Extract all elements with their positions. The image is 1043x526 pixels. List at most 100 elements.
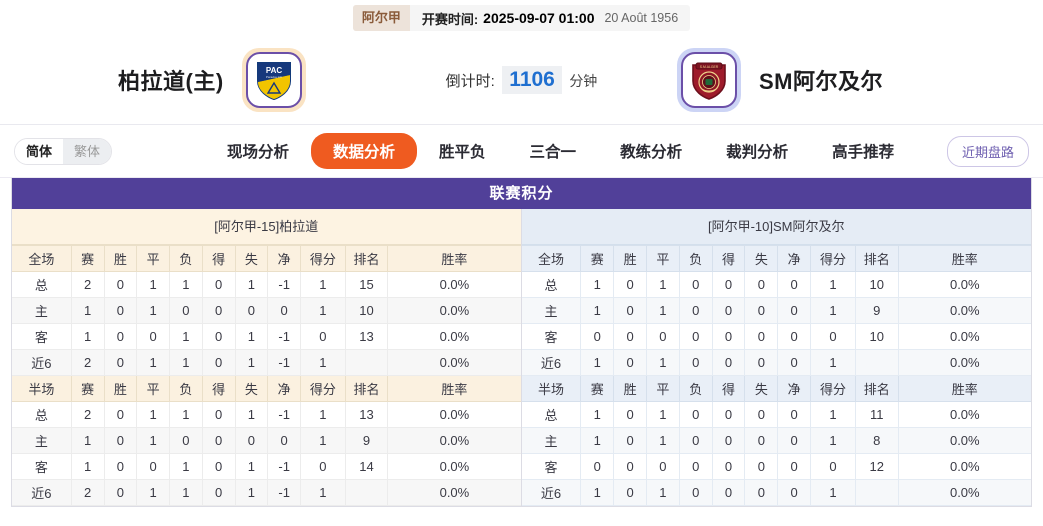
stat-cell: 2: [71, 401, 105, 428]
away-team[interactable]: S.M.ALGER SM阿尔及尔: [676, 48, 883, 112]
stat-cell: 0: [580, 323, 615, 350]
away-standings-caption: [阿尔甲-10]SM阿尔及尔: [521, 209, 1031, 245]
tab-data-analysis[interactable]: 数据分析: [311, 133, 418, 169]
stat-cell: 0: [613, 297, 648, 324]
stat-cell: 13: [345, 323, 389, 350]
stat-cell: 9: [855, 297, 899, 324]
stat-cell: 1: [580, 401, 615, 428]
row-label: 近6: [521, 479, 582, 506]
column-header: 胜率: [387, 245, 521, 272]
language-toggle[interactable]: 简体 繁体: [14, 137, 113, 165]
stat-cell: 0: [777, 401, 812, 428]
row-label: 总: [12, 271, 72, 298]
tab-coach-analysis[interactable]: 教练分析: [620, 144, 683, 161]
home-standings-body: 全场赛胜平负得失净得分 排名 胜率总 2 0 1 1 0 1 -1 1 15 0.0% 主 1 0 1 0 0 0 0 1…: [12, 245, 521, 506]
stat-cell: 0: [777, 349, 812, 376]
stat-cell: 1: [169, 401, 203, 428]
table-row: 总 2 0 1 1 0 1 -1 1 15 0.0%: [12, 271, 521, 298]
stat-cell: 1: [71, 453, 105, 480]
column-header: 得: [712, 245, 746, 272]
stat-cell: 0: [104, 349, 138, 376]
column-header: 失: [744, 375, 779, 402]
table-row: 近6 2 0 1 1 0 1 -1 1 0.0%: [12, 479, 521, 506]
lang-traditional[interactable]: 繁体: [63, 138, 112, 164]
countdown: 倒计时: 1106 分钟: [0, 66, 1043, 94]
win-rate-cell: 0.0%: [898, 401, 1031, 428]
svg-text:Paradou AC: Paradou AC: [266, 75, 283, 79]
stat-cell: [345, 479, 389, 506]
stat-cell: 1: [300, 427, 346, 454]
tab-referee-analysis[interactable]: 裁判分析: [726, 144, 789, 161]
stat-cell: 0: [777, 479, 812, 506]
stat-cell: -1: [267, 349, 302, 376]
column-header: 胜: [613, 245, 648, 272]
stat-cell: 0: [744, 323, 779, 350]
stat-cell: 0: [300, 323, 346, 350]
column-header: 负: [169, 245, 203, 272]
stat-cell: 1: [580, 271, 615, 298]
stat-cell: 0: [744, 297, 779, 324]
league-tag: 阿尔甲: [352, 5, 410, 31]
row-label: 客: [521, 323, 582, 350]
stat-cell: 0: [646, 323, 680, 350]
standings-split: [阿尔甲-15]柏拉道 全场赛胜平负得失净得分 排名 胜率总 2 0 1 1 0 1 -1 1 15 0…: [12, 209, 1031, 506]
column-header: 得分: [810, 375, 856, 402]
home-standings: [阿尔甲-15]柏拉道 全场赛胜平负得失净得分 排名 胜率总 2 0 1 1 0 1 -1 1 15 0…: [12, 209, 522, 506]
recent-odds-button[interactable]: 近期盘路: [946, 135, 1029, 167]
stat-cell: 0: [104, 401, 138, 428]
lang-simplified[interactable]: 简体: [15, 138, 64, 164]
stat-cell: 2: [71, 479, 105, 506]
stat-cell: 1: [235, 453, 269, 480]
tab-live-analysis[interactable]: 现场分析: [227, 144, 290, 161]
teams-row: 柏拉道(主) PAC Paradou AC 倒计时: 1106 分钟: [0, 36, 1043, 125]
stat-cell: 0: [613, 479, 648, 506]
section-title: 联赛积分: [12, 178, 1031, 209]
stat-cell: 0: [202, 427, 236, 454]
stat-cell: 1: [235, 479, 269, 506]
column-header: 失: [235, 375, 269, 402]
stat-cell: -1: [267, 271, 302, 298]
table-row: 总 1 0 1 0 0 0 0 1 11 0.0%: [521, 401, 1031, 428]
table-row: 客 0 0 0 0 0 0 0 0 10 0.0%: [521, 323, 1031, 350]
stat-cell: 1: [300, 271, 346, 298]
standings-header-row: 全场赛胜平负得失净得分 排名 胜率: [521, 245, 1031, 272]
column-header: 平: [136, 375, 171, 402]
stat-cell: 0: [744, 271, 779, 298]
column-header: 胜率: [898, 375, 1031, 402]
stat-cell: 1: [810, 271, 856, 298]
win-rate-cell: 0.0%: [898, 427, 1031, 454]
stat-cell: 0: [613, 453, 648, 480]
row-label: 近6: [521, 349, 582, 376]
home-team[interactable]: 柏拉道(主) PAC Paradou AC: [118, 48, 306, 112]
column-header: 净: [777, 245, 812, 272]
stat-cell: 10: [345, 297, 389, 324]
stat-cell: 0: [712, 479, 746, 506]
stat-cell: 1: [300, 479, 346, 506]
stat-cell: 0: [169, 427, 203, 454]
column-header: 排名: [855, 375, 899, 402]
tab-win-draw-lose[interactable]: 胜平负: [439, 144, 486, 161]
stat-cell: 0: [646, 453, 680, 480]
column-header: 胜: [613, 375, 648, 402]
stat-cell: [855, 479, 899, 506]
tab-three-in-one[interactable]: 三合一: [529, 144, 577, 161]
stat-cell: 10: [855, 323, 899, 350]
kickoff-datetime: 2025-09-07 01:00: [483, 10, 595, 26]
stat-cell: 1: [169, 479, 203, 506]
stat-cell: 0: [744, 453, 779, 480]
home-team-logo-backdrop: PAC Paradou AC: [241, 48, 306, 112]
stat-cell: -1: [267, 479, 302, 506]
table-row: 客 0 0 0 0 0 0 0 0 12 0.0%: [521, 453, 1031, 480]
stat-cell: 0: [777, 453, 812, 480]
tab-expert-picks[interactable]: 高手推荐: [832, 144, 895, 161]
row-label: 主: [521, 427, 582, 454]
row-label: 主: [521, 297, 582, 324]
stat-cell: 1: [646, 401, 680, 428]
column-header: 胜: [104, 375, 138, 402]
stat-cell: 8: [855, 427, 899, 454]
stat-cell: 0: [267, 427, 302, 454]
column-header: 净: [777, 375, 812, 402]
stat-cell: 0: [267, 297, 302, 324]
stat-cell: 1: [810, 349, 856, 376]
stat-cell: 0: [104, 427, 138, 454]
